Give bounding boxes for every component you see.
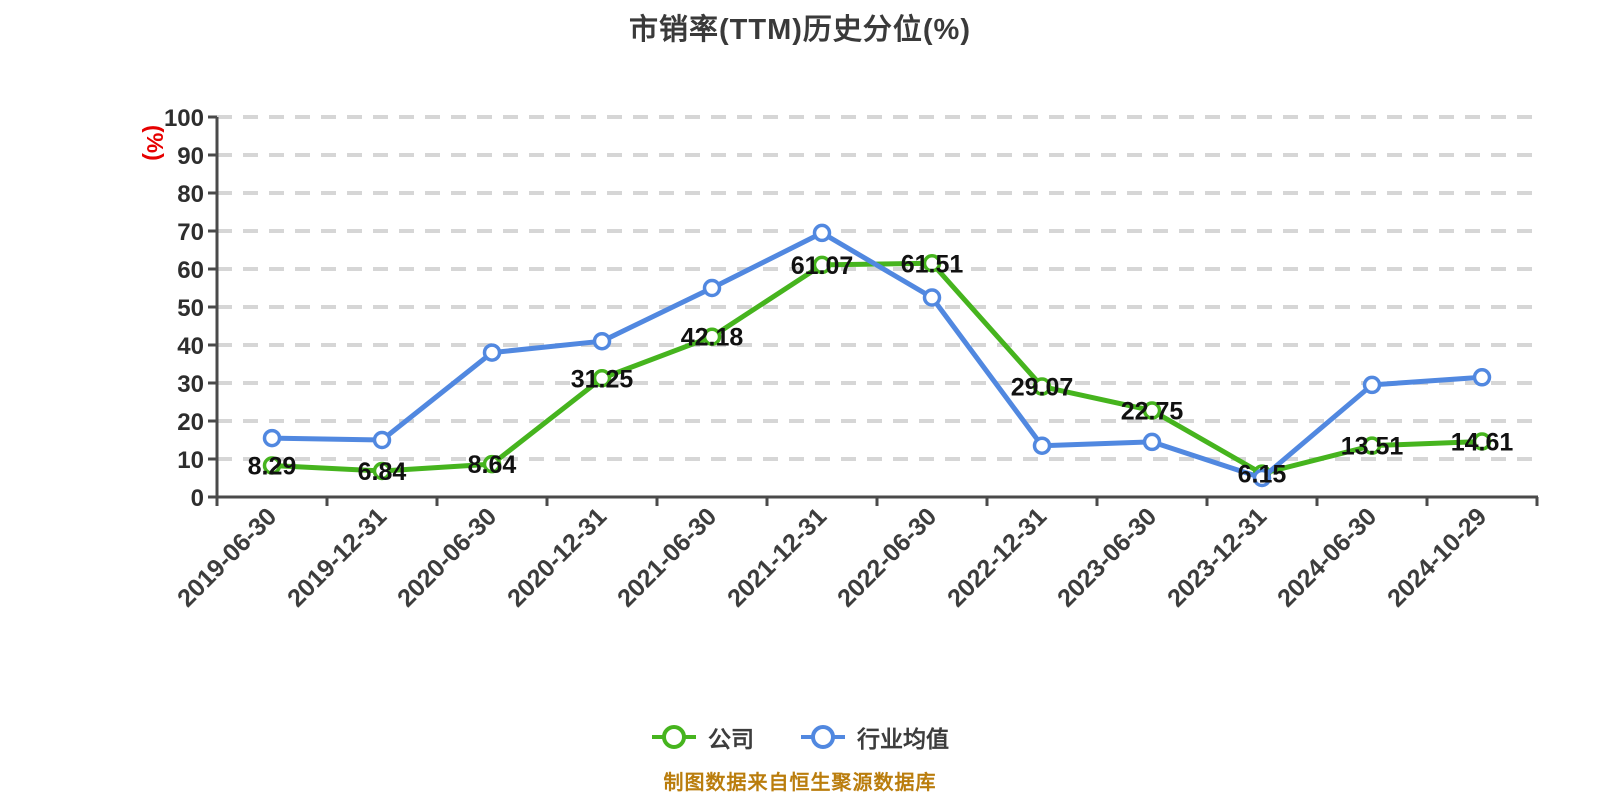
data-point-marker [922, 288, 942, 307]
data-point-marker [262, 456, 282, 475]
y-axis-tick-label: 30 [177, 371, 204, 398]
y-axis-tick-label: 50 [177, 295, 204, 322]
data-point-label: 6.84 [358, 458, 407, 486]
x-axis-category-label: 2022-06-30 [832, 502, 942, 612]
y-axis-unit-label: (%) [142, 125, 168, 161]
y-axis-tick-label: 10 [177, 447, 204, 474]
y-axis-tick-label: 0 [191, 485, 204, 512]
data-point-marker [702, 278, 722, 298]
y-axis-tick-label: 20 [177, 409, 204, 436]
data-point-marker [1362, 375, 1382, 395]
industry-series-marker-icon [801, 725, 845, 749]
series-line-行业均值 [269, 230, 1485, 481]
x-axis-category-label: 2019-06-30 [172, 502, 282, 612]
data-point-marker [1472, 432, 1492, 451]
data-point-marker [372, 461, 392, 481]
data-point-label: 29.07 [1011, 374, 1074, 402]
data-point-label: 13.51 [1341, 433, 1404, 461]
y-axis-tick-label: 80 [177, 181, 204, 208]
data-point-marker [592, 369, 612, 388]
data-point-marker [702, 327, 722, 346]
data-point-marker [482, 454, 502, 474]
legend-label-industry: 行业均值 [857, 726, 949, 752]
data-point-marker [1362, 436, 1382, 455]
data-point-label: 8.64 [468, 451, 517, 479]
data-point-label: 6.15 [1238, 461, 1287, 489]
legend-item-industry[interactable]: 行业均值 [800, 720, 949, 754]
data-point-label: 22.75 [1121, 398, 1184, 426]
source-note: 制图数据来自恒生聚源数据库 [663, 772, 937, 794]
data-point-marker [372, 430, 392, 450]
data-point-marker [922, 254, 942, 273]
x-axis-category-label: 2021-06-30 [612, 502, 722, 612]
y-axis-tick-label: 100 [164, 105, 204, 132]
y-axis-tick-label: 40 [177, 333, 204, 360]
data-point-marker [592, 331, 612, 351]
data-point-marker [482, 343, 502, 362]
y-axis-tick-label: 70 [177, 219, 204, 246]
data-point-label: 31.25 [571, 365, 634, 393]
series-line-公司 [269, 260, 1485, 477]
legend: 公司 行业均值 [0, 720, 1600, 754]
data-point-label: 8.29 [248, 452, 297, 480]
legend-label-company: 公司 [708, 726, 754, 752]
x-axis-category-label: 2023-12-31 [1162, 502, 1272, 612]
data-point-marker [1472, 368, 1492, 387]
x-axis-category-label: 2020-12-31 [502, 502, 612, 612]
chart-title: 市销率(TTM)历史分位(%) [628, 14, 971, 46]
y-axis-tick-label: 60 [177, 257, 204, 284]
data-point-marker [1142, 401, 1162, 420]
x-axis-category-label: 2020-06-30 [392, 502, 502, 612]
x-axis-category-label: 2019-12-31 [282, 502, 392, 612]
x-axis-category-label: 2022-12-31 [942, 502, 1052, 612]
y-axis-tick-label: 90 [177, 143, 204, 170]
data-point-marker [1252, 468, 1272, 488]
x-axis-category-label: 2021-12-31 [722, 502, 832, 612]
data-point-label: 61.07 [791, 252, 854, 280]
x-axis-category-label: 2024-10-29 [1382, 502, 1492, 612]
legend-item-company[interactable]: 公司 [651, 720, 754, 754]
data-point-marker [812, 255, 832, 275]
company-series-marker-icon [652, 725, 696, 749]
data-point-marker [1032, 436, 1052, 455]
data-point-marker [1142, 432, 1162, 452]
x-axis-category-label: 2023-06-30 [1052, 502, 1162, 612]
x-axis-category-label: 2024-06-30 [1272, 502, 1382, 612]
data-point-label: 14.61 [1451, 428, 1514, 456]
data-point-marker [262, 428, 282, 448]
data-point-label: 61.51 [901, 250, 964, 278]
data-point-marker [1032, 377, 1052, 396]
data-point-marker [812, 223, 832, 243]
data-point-label: 42.18 [681, 324, 744, 352]
